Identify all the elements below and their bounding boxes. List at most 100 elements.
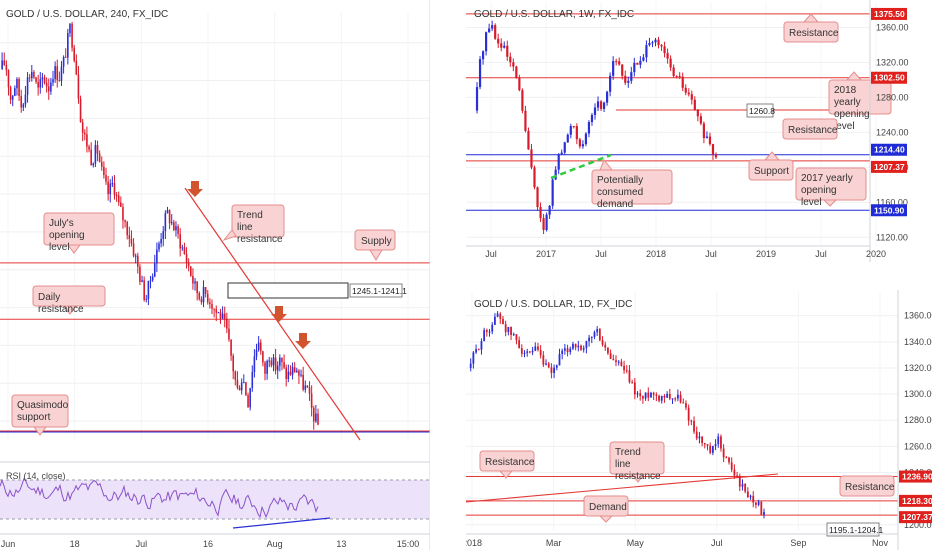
candle-body [503, 45, 506, 48]
candle-body [530, 149, 533, 168]
candle-body [709, 445, 712, 453]
candle-body [185, 254, 188, 263]
candle-body [572, 343, 574, 349]
candle-body [746, 491, 749, 498]
supply-zone-box[interactable] [227, 282, 349, 299]
candle-body [701, 436, 704, 443]
y-tick-label: 1360.00 [904, 311, 932, 321]
callout-quasimodo-support: Quasimodo support [11, 394, 69, 436]
candle-body [545, 214, 548, 230]
candle-body [198, 293, 201, 299]
candle-body [695, 431, 698, 439]
candle-body [298, 370, 300, 376]
price-tag [871, 71, 907, 84]
price-tag-label: 1375.50 [874, 9, 905, 19]
rsi-label: RSI (14, close) [6, 471, 66, 481]
callout-trend-line-resistance: Trend line resistance [222, 204, 285, 245]
chart-panel-daily[interactable]: 1195.1-1204.1 Resistance Trend line resist… [466, 290, 932, 550]
callout-text: July's opening level [49, 218, 85, 253]
candle-body [137, 255, 139, 267]
callout-text: Resistance [789, 28, 839, 39]
candle-body [109, 183, 112, 195]
y-tick-label: 1260.00 [904, 441, 932, 451]
candle-body [304, 385, 307, 390]
callout-daily-demand: Demand [583, 495, 629, 523]
candle-body [3, 60, 6, 65]
price-tag [871, 160, 907, 173]
candle-body [173, 222, 175, 231]
candle-body [488, 331, 491, 333]
candle-body [312, 407, 315, 422]
candle-body [644, 392, 647, 399]
callout-text: Supply [361, 236, 392, 247]
callout-daily-trend-line: Trend line resistance [609, 441, 665, 483]
vertical-divider[interactable] [430, 0, 466, 550]
candle-body [547, 363, 550, 368]
h4-chart-svg: July's opening level Daily resistance Trend… [0, 0, 430, 550]
candle-body [760, 501, 763, 515]
callout-text: Resistance [788, 125, 838, 136]
candle-body [623, 365, 625, 371]
candle-body [598, 329, 601, 341]
candle-body [648, 43, 651, 46]
y-tick-label: 1200.00 [904, 520, 932, 530]
candle-body [168, 210, 171, 224]
candle-body [37, 81, 39, 88]
weekly-chart-title: GOLD / U.S. DOLLAR, 1W, FX_IDC [474, 9, 634, 20]
candle-body [475, 87, 479, 111]
horizontal-divider[interactable] [466, 262, 932, 290]
candle-body [593, 107, 597, 115]
candle-body [170, 222, 173, 224]
candle-body [631, 382, 634, 384]
candle-body [24, 94, 27, 105]
candle-body [100, 161, 103, 167]
candle-body [660, 45, 663, 47]
candle-body [690, 94, 693, 100]
candle-body [706, 444, 709, 446]
candle-body [33, 71, 35, 78]
consumed-demand-trend [550, 153, 612, 180]
candle-body [684, 87, 687, 93]
chart-panel-h4[interactable]: July's opening level Daily resistance Trend… [0, 0, 430, 550]
candle-body [480, 341, 483, 350]
candle-body [310, 393, 313, 408]
candle-body [52, 79, 54, 83]
chart-panel-weekly[interactable]: 1260.8 Resistance 2018 yearly opening level… [466, 0, 932, 262]
candle-body [607, 347, 609, 354]
candle-body [609, 353, 612, 359]
candle-body [708, 136, 712, 145]
candle-body [636, 393, 639, 395]
candle-body [317, 413, 319, 425]
candle-body [563, 348, 566, 351]
candle-body [585, 341, 588, 349]
candle-body [542, 355, 545, 365]
candle-body [698, 436, 701, 439]
candle-body [548, 205, 551, 215]
candle-body [291, 367, 294, 375]
x-tick-label: 2018 [646, 249, 666, 259]
candle-body [580, 345, 582, 350]
candle-body [69, 23, 71, 34]
candle-body [494, 316, 496, 325]
candle-body [615, 360, 617, 362]
candle-body [217, 312, 220, 314]
candle-body [126, 222, 128, 236]
candle-body [757, 501, 760, 505]
candle-body [251, 372, 254, 389]
candle-body [264, 362, 266, 374]
candle-body [166, 210, 169, 214]
candle-body [47, 86, 50, 92]
candle-body [105, 175, 107, 182]
candle-body [147, 280, 150, 299]
candle-body [617, 361, 620, 363]
x-tick-label: 2020 [866, 249, 886, 259]
candle-body [287, 371, 290, 379]
callout-2018-yearly-opening: 2018 yearly opening level [828, 71, 892, 132]
candle-body [575, 126, 578, 140]
candle-body [255, 349, 258, 357]
callout-daily-resistance: Daily resistance [32, 285, 106, 315]
candle-body [534, 346, 537, 351]
candle-body [28, 77, 31, 79]
candle-body [491, 25, 494, 29]
candle-body [245, 382, 247, 396]
